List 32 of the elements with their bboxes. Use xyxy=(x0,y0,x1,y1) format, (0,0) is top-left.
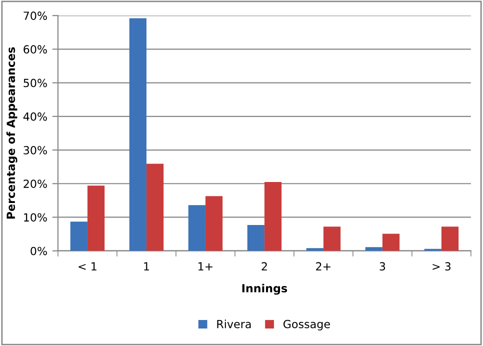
x-tick-label: 2+ xyxy=(316,262,330,270)
x-tick-label: 2 xyxy=(262,262,267,270)
x-tick-label: 1 xyxy=(144,262,149,270)
y-tick-label: 10% xyxy=(24,213,47,222)
y-tick-label: 0% xyxy=(30,246,47,256)
bar xyxy=(441,226,459,251)
bar xyxy=(205,196,223,251)
bar xyxy=(129,18,146,251)
y-tick-label: 20% xyxy=(24,180,47,188)
y-tick-label: 60% xyxy=(24,45,47,54)
x-tick-label: 1+ xyxy=(198,262,212,270)
y-tick-label: 30% xyxy=(24,146,47,154)
x-tick-label: < 1 xyxy=(78,262,96,270)
y-tick-label: 40% xyxy=(23,112,47,121)
x-tick-label: > 3 xyxy=(432,262,450,271)
bar xyxy=(70,222,88,251)
bar xyxy=(365,247,382,251)
bar xyxy=(264,182,282,251)
bar xyxy=(306,248,324,251)
bar xyxy=(188,205,206,251)
y-tick-label: 50% xyxy=(24,78,47,88)
bar xyxy=(87,186,105,251)
bar xyxy=(323,226,341,251)
legend-label: Gossage xyxy=(283,320,330,330)
bar xyxy=(382,234,400,251)
x-tick-label: 3 xyxy=(380,262,386,271)
legend-label: Rivera xyxy=(217,320,251,328)
y-axis-title: Percentage of Appearances xyxy=(6,47,18,219)
bar xyxy=(247,224,264,251)
y-tick-label: 70% xyxy=(24,12,47,20)
x-axis-title: Innings xyxy=(242,284,288,295)
bar xyxy=(146,164,164,251)
